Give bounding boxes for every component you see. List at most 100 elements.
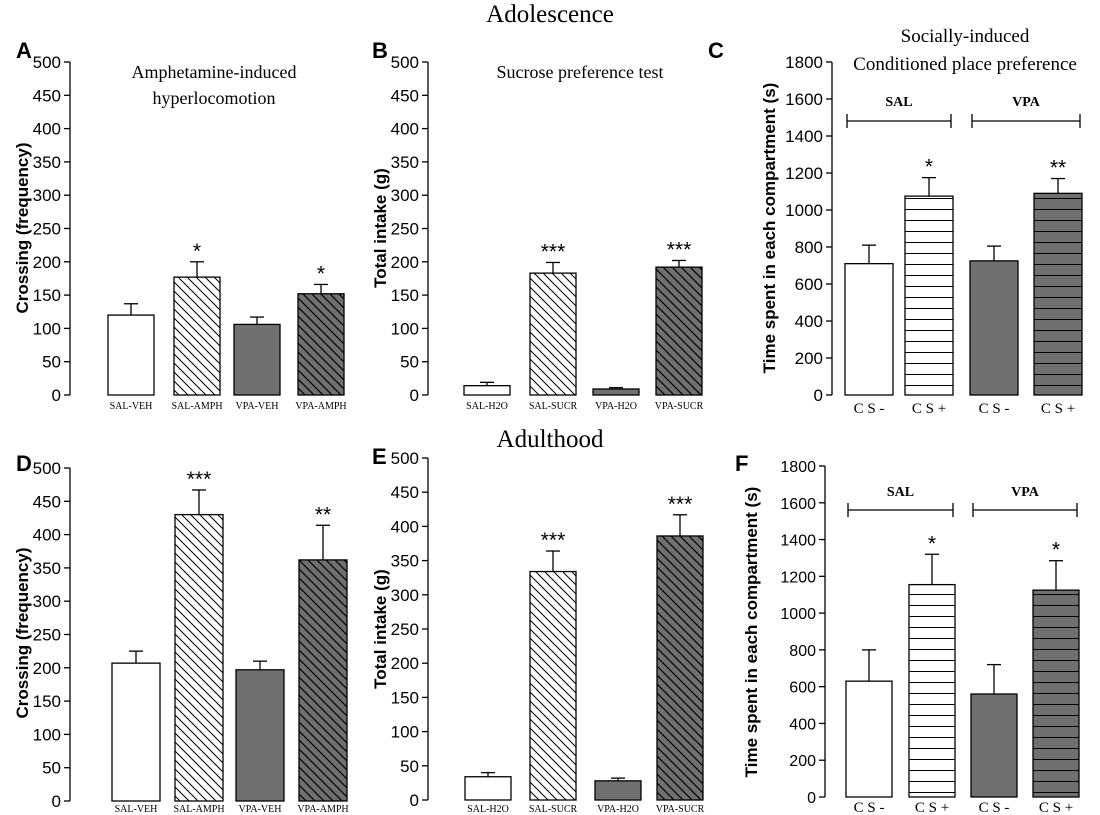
y-tick-label: 0 bbox=[52, 386, 61, 405]
y-tick-label: 400 bbox=[33, 120, 61, 139]
panel-E: E 0 50 100 150 200 250 300 350 400 450 500 Total int… bbox=[371, 444, 705, 815]
y-tick-label: 100 bbox=[391, 319, 419, 338]
bar bbox=[464, 776, 512, 801]
y-tick-label: 800 bbox=[795, 238, 823, 257]
y-tick-label: 350 bbox=[33, 559, 61, 578]
y-tick-label: 600 bbox=[795, 275, 823, 294]
y-tick-label: 450 bbox=[391, 483, 419, 502]
bar bbox=[111, 662, 161, 802]
y-tick-label: 500 bbox=[33, 459, 61, 478]
y-tick-label: 1800 bbox=[785, 53, 823, 72]
y-tick-label: 450 bbox=[33, 86, 61, 105]
panel-B: B 0 50 100 150 200 250 300 350 400 450 500 Total int… bbox=[371, 38, 704, 412]
category-label: C S + bbox=[915, 800, 949, 815]
y-tick-label: 0 bbox=[807, 790, 816, 807]
y-tick-label: 500 bbox=[391, 53, 419, 72]
significance-marker: * bbox=[1052, 539, 1060, 562]
y-tick-label: 150 bbox=[391, 688, 419, 707]
y-tick-label: 250 bbox=[391, 220, 419, 239]
bar bbox=[529, 272, 577, 396]
y-tick-label: 200 bbox=[391, 253, 419, 272]
y-tick-label: 150 bbox=[33, 692, 61, 711]
y-tick-label: 1000 bbox=[785, 201, 823, 220]
significance-marker: * bbox=[928, 532, 936, 555]
y-tick-label: 400 bbox=[789, 716, 816, 733]
y-tick-label: 500 bbox=[33, 53, 61, 72]
y-tick-label: 0 bbox=[52, 792, 61, 811]
group-label: SAL bbox=[885, 95, 912, 110]
bar bbox=[1032, 589, 1080, 798]
bar bbox=[655, 266, 703, 396]
significance-marker: ** bbox=[1050, 157, 1066, 180]
category-label: SAL-H2O bbox=[467, 804, 509, 815]
bar bbox=[233, 323, 281, 396]
y-tick-label: 500 bbox=[391, 449, 419, 468]
category-label: C S - bbox=[854, 800, 885, 815]
y-tick-label: 0 bbox=[410, 791, 419, 810]
panel-letter: D bbox=[16, 451, 32, 476]
category-label: VPA-SUCR bbox=[655, 401, 704, 412]
y-tick-label: 400 bbox=[795, 312, 823, 331]
group-label: VPA bbox=[1012, 95, 1041, 110]
category-label: SAL-VEH bbox=[115, 804, 158, 815]
y-tick-label: 1600 bbox=[785, 90, 823, 109]
y-tick-label: 300 bbox=[391, 586, 419, 605]
bar bbox=[107, 314, 155, 396]
y-tick-label: 450 bbox=[391, 86, 419, 105]
y-tick-label: 400 bbox=[391, 120, 419, 139]
y-tick-label: 50 bbox=[42, 353, 61, 372]
significance-marker: ** bbox=[315, 503, 331, 526]
y-tick-label: 300 bbox=[33, 186, 61, 205]
category-label: C S - bbox=[979, 401, 1010, 417]
category-label: VPA-AMPH bbox=[297, 804, 348, 815]
category-label: C S - bbox=[979, 800, 1010, 815]
panel-F: F 0 200 400 600 800 1000 1200 1400 1600 1800 Time s… bbox=[735, 451, 1080, 815]
bar bbox=[656, 535, 704, 801]
category-label: VPA-AMPH bbox=[295, 401, 346, 412]
y-axis-label: Time spent in each compartment (s) bbox=[760, 83, 779, 374]
category-label: VPA-SUCR bbox=[656, 804, 705, 815]
bar bbox=[298, 559, 348, 802]
y-tick-label: 0 bbox=[814, 386, 823, 405]
panel-title: Amphetamine-induced bbox=[132, 62, 297, 82]
y-tick-label: 400 bbox=[391, 517, 419, 536]
y-tick-label: 600 bbox=[789, 680, 816, 697]
y-tick-label: 200 bbox=[391, 654, 419, 673]
y-tick-label: 0 bbox=[410, 386, 419, 405]
significance-marker: *** bbox=[187, 468, 212, 491]
panel-D: D 0 50 100 150 200 250 300 350 400 450 500 Crossing … bbox=[13, 451, 349, 815]
panel-letter: A bbox=[16, 38, 32, 63]
category-label: C S + bbox=[1041, 401, 1075, 417]
y-tick-label: 350 bbox=[391, 153, 419, 172]
panel-A: A 0 50 100 150 200 250 300 350 400 450 500 Crossing … bbox=[13, 38, 347, 412]
y-tick-label: 300 bbox=[33, 592, 61, 611]
category-label: VPA-VEH bbox=[239, 804, 282, 815]
significance-marker: *** bbox=[668, 493, 693, 516]
category-label: SAL-SUCR bbox=[529, 401, 578, 412]
bar bbox=[594, 780, 642, 801]
category-label: SAL-SUCR bbox=[529, 804, 578, 815]
y-tick-label: 100 bbox=[391, 723, 419, 742]
significance-marker: *** bbox=[667, 238, 692, 261]
bar bbox=[297, 293, 345, 396]
y-tick-label: 200 bbox=[33, 659, 61, 678]
y-tick-label: 200 bbox=[33, 253, 61, 272]
y-tick-label: 350 bbox=[391, 552, 419, 571]
category-label: SAL-H2O bbox=[466, 401, 508, 412]
y-tick-label: 400 bbox=[33, 526, 61, 545]
y-tick-label: 1000 bbox=[780, 606, 816, 623]
y-tick-label: 1200 bbox=[780, 569, 816, 586]
category-label: C S - bbox=[854, 401, 885, 417]
category-label: SAL-AMPH bbox=[171, 401, 222, 412]
y-tick-label: 1400 bbox=[780, 533, 816, 550]
significance-marker: *** bbox=[541, 529, 566, 552]
y-axis-label: Total intake (g) bbox=[371, 168, 390, 288]
section-title-adolescence: Adolescence bbox=[486, 1, 614, 28]
y-tick-label: 250 bbox=[391, 620, 419, 639]
y-tick-label: 50 bbox=[400, 353, 419, 372]
bar bbox=[844, 262, 894, 396]
category-label: SAL-VEH bbox=[110, 401, 153, 412]
panel-title: Sucrose preference test bbox=[497, 62, 664, 82]
panel-C: C 0 200 400 600 800 1000 1200 1400 1600 1800 Time s… bbox=[708, 26, 1083, 417]
